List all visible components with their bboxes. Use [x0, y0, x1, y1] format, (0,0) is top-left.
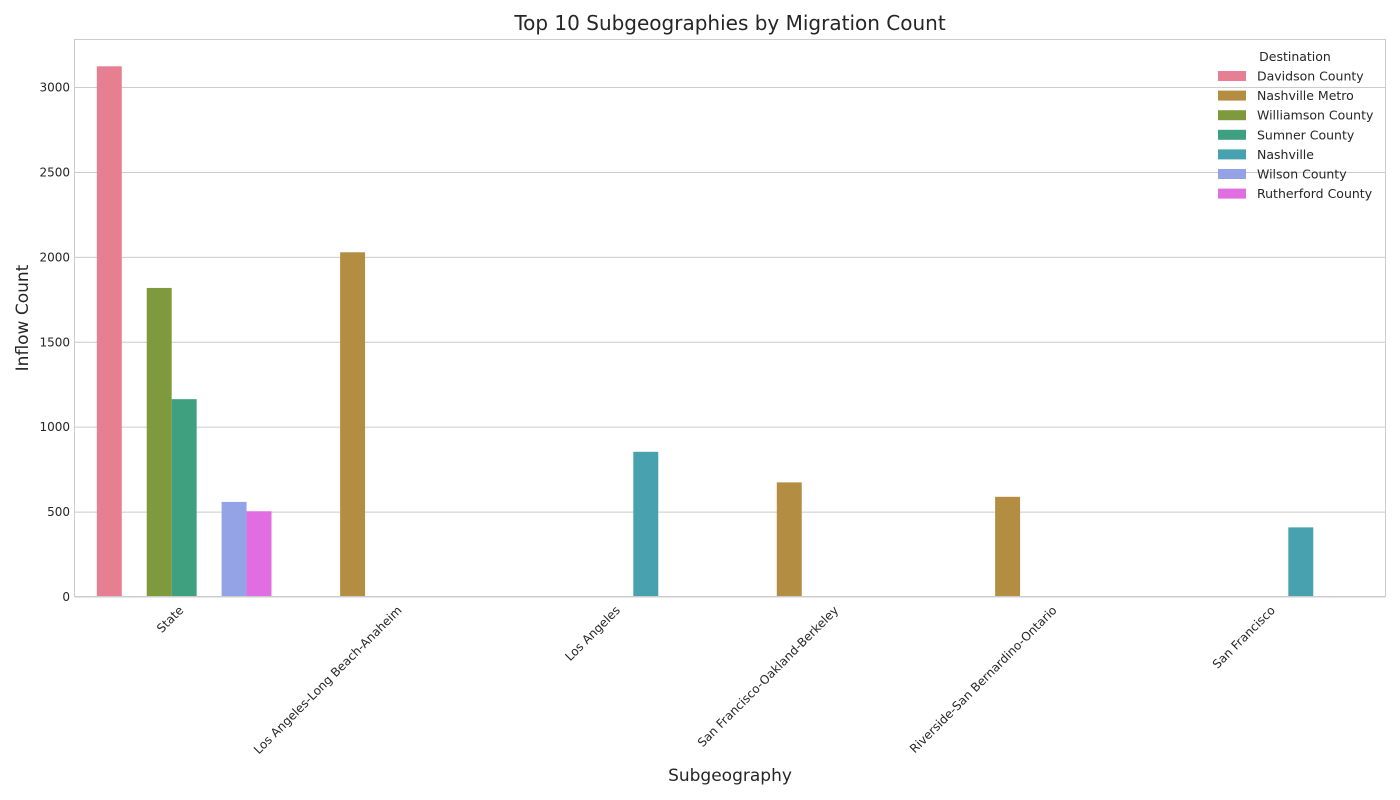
legend-title: Destination	[1259, 49, 1331, 64]
legend-label: Williamson County	[1257, 108, 1374, 123]
legend-label: Nashville	[1257, 147, 1314, 162]
x-tick-label: San Francisco	[1210, 603, 1278, 671]
legend-swatch	[1218, 129, 1246, 140]
x-tick-label: Los Angeles-Long Beach-Anaheim	[251, 603, 405, 757]
y-tick-label: 2500	[39, 165, 70, 179]
y-axis-label: Inflow Count	[13, 264, 33, 371]
y-tick-label: 1000	[39, 420, 70, 434]
legend-swatch	[1218, 188, 1246, 199]
bar	[171, 399, 197, 597]
bar	[995, 496, 1021, 597]
x-tick-label: Riverside-San Bernardino-Ontario	[907, 603, 1060, 756]
y-tick-label: 3000	[39, 81, 70, 95]
bar	[96, 66, 122, 597]
bar	[776, 482, 802, 597]
legend-swatch	[1218, 90, 1246, 101]
y-tick-label: 1500	[39, 335, 70, 349]
legend-swatch	[1218, 71, 1246, 81]
y-tick-label: 2000	[39, 250, 70, 264]
plot-area-frame	[74, 39, 1386, 597]
bar	[221, 501, 247, 597]
gridlines	[75, 87, 1385, 598]
bar	[340, 252, 366, 597]
legend-label: Davidson County	[1257, 69, 1364, 84]
legend-label: Wilson County	[1257, 167, 1347, 182]
bar	[633, 451, 659, 597]
x-tick-label: State	[154, 603, 186, 635]
chart-title: Top 10 Subgeographies by Migration Count	[513, 11, 945, 35]
x-tick-label: Los Angeles	[562, 603, 623, 664]
bar	[146, 287, 172, 597]
legend-swatch	[1218, 149, 1246, 160]
y-tick-label: 0	[62, 590, 70, 604]
x-axis-ticks: State Los Angeles-Long Beach-Anaheim Los A…	[154, 603, 1278, 757]
y-axis-ticks: 0 500 1000 1500 2000 2500 3000	[39, 81, 70, 604]
bar	[1288, 527, 1314, 597]
bar	[246, 511, 272, 597]
legend-swatch	[1218, 169, 1246, 179]
legend-label: Rutherford County	[1257, 186, 1373, 201]
bars	[96, 66, 1314, 597]
x-axis-label: Subgeography	[668, 766, 792, 786]
y-tick-label: 500	[47, 505, 70, 519]
legend: Destination Davidson County Nashville Met…	[1218, 49, 1374, 201]
legend-label: Nashville Metro	[1257, 88, 1354, 103]
legend-label: Sumner County	[1257, 127, 1355, 142]
x-tick-label: San Francisco-Oakland-Berkeley	[695, 603, 841, 749]
legend-swatch	[1218, 110, 1246, 121]
